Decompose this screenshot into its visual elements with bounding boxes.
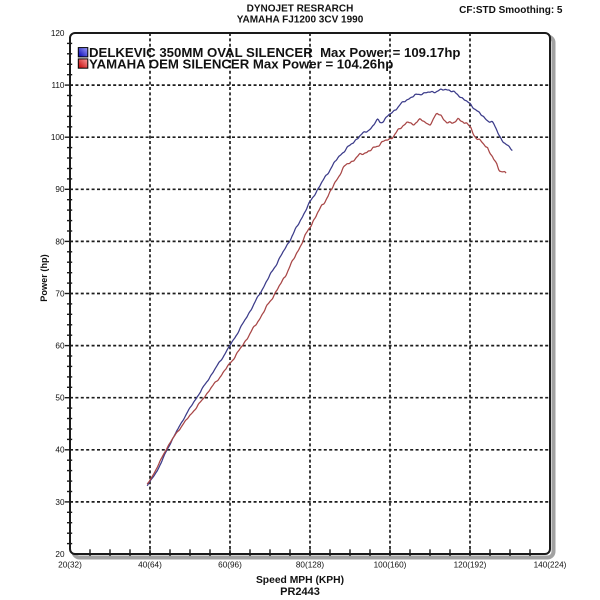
svg-text:20: 20 <box>55 550 65 559</box>
svg-text:80: 80 <box>55 237 65 246</box>
svg-text:YAMAHA OEM SILENCER Max Power: YAMAHA OEM SILENCER Max Power = 104.26hp <box>89 57 393 72</box>
svg-text:30: 30 <box>55 498 65 507</box>
svg-text:100: 100 <box>51 133 65 142</box>
svg-text:40: 40 <box>55 446 65 455</box>
svg-text:DYNOJET RESRARCH: DYNOJET RESRARCH <box>247 4 354 15</box>
svg-text:YAMAHA FJ1200 3CV 1990: YAMAHA FJ1200 3CV 1990 <box>237 14 364 25</box>
svg-text:80(128): 80(128) <box>296 561 324 570</box>
svg-text:CF:STD Smoothing: 5: CF:STD Smoothing: 5 <box>459 5 563 16</box>
svg-text:60: 60 <box>55 342 65 351</box>
svg-text:Power (hp): Power (hp) <box>39 254 49 301</box>
svg-text:DELKEVIC 350MM OVAL SILENCER: DELKEVIC 350MM OVAL SILENCER Max Power =… <box>89 45 460 60</box>
svg-text:120(192): 120(192) <box>454 561 487 570</box>
svg-text:50: 50 <box>55 394 65 403</box>
svg-text:110: 110 <box>51 81 64 90</box>
svg-text:120: 120 <box>51 29 65 38</box>
svg-text:20(32): 20(32) <box>58 561 82 570</box>
svg-text:40(64): 40(64) <box>138 561 162 570</box>
svg-text:70: 70 <box>55 289 65 298</box>
svg-text:60(96): 60(96) <box>218 561 242 570</box>
svg-text:100(160): 100(160) <box>374 561 407 570</box>
svg-text:PR2443: PR2443 <box>280 586 320 598</box>
svg-text:90: 90 <box>55 185 65 194</box>
svg-text:Speed MPH (KPH): Speed MPH (KPH) <box>256 575 344 586</box>
svg-text:140(224): 140(224) <box>534 561 567 570</box>
